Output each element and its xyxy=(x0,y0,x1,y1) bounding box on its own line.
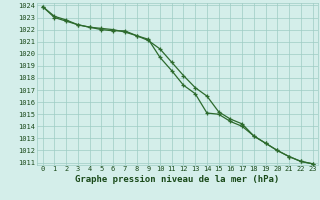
X-axis label: Graphe pression niveau de la mer (hPa): Graphe pression niveau de la mer (hPa) xyxy=(76,175,280,184)
